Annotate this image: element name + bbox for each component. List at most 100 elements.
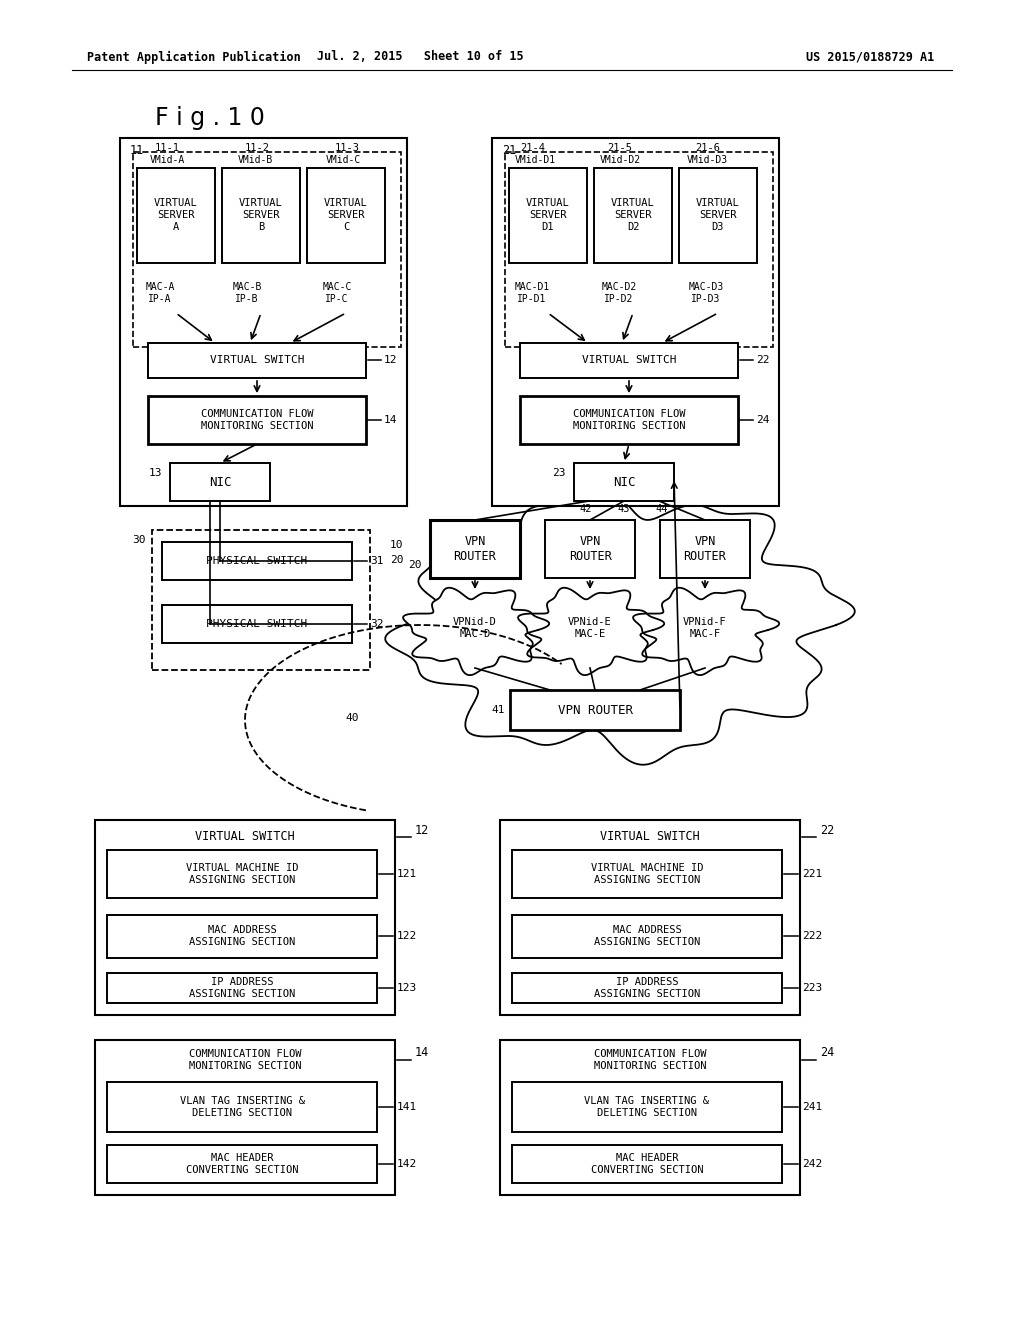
Bar xyxy=(106,850,377,898)
Text: VIRTUAL
SERVER
D2: VIRTUAL SERVER D2 xyxy=(611,198,655,231)
Text: 11-1: 11-1 xyxy=(155,143,180,153)
Text: 40: 40 xyxy=(345,713,358,723)
Bar xyxy=(574,463,674,502)
Text: MAC-D1
IP-D1: MAC-D1 IP-D1 xyxy=(514,282,550,304)
Text: 24: 24 xyxy=(820,1045,835,1059)
Text: VIRTUAL SWITCH: VIRTUAL SWITCH xyxy=(196,830,295,843)
Text: VPNid-D
MAC-D: VPNid-D MAC-D xyxy=(454,618,497,639)
Text: VPN
ROUTER: VPN ROUTER xyxy=(568,535,611,564)
Text: VLAN TAG INSERTING &
DELETING SECTION: VLAN TAG INSERTING & DELETING SECTION xyxy=(179,1096,304,1118)
Text: 11-2: 11-2 xyxy=(245,143,270,153)
Text: 30: 30 xyxy=(132,535,146,545)
Polygon shape xyxy=(633,587,779,675)
Text: VIRTUAL
SERVER
B: VIRTUAL SERVER B xyxy=(240,198,283,231)
Text: VIRTUAL SWITCH: VIRTUAL SWITCH xyxy=(582,355,676,366)
Bar xyxy=(148,396,366,444)
Text: MAC HEADER
CONVERTING SECTION: MAC HEADER CONVERTING SECTION xyxy=(591,1154,703,1175)
Bar xyxy=(679,168,757,263)
Text: 21: 21 xyxy=(502,144,516,157)
Text: 43: 43 xyxy=(617,504,630,513)
Bar xyxy=(106,973,377,1003)
Bar xyxy=(133,152,401,347)
Bar xyxy=(512,915,782,958)
Text: PHYSICAL SWITCH: PHYSICAL SWITCH xyxy=(207,556,307,566)
Bar xyxy=(106,1082,377,1133)
Text: Jul. 2, 2015   Sheet 10 of 15: Jul. 2, 2015 Sheet 10 of 15 xyxy=(316,50,523,63)
Text: 24: 24 xyxy=(756,414,769,425)
Text: VIRTUAL
SERVER
D1: VIRTUAL SERVER D1 xyxy=(526,198,570,231)
Text: 21-6: 21-6 xyxy=(695,143,720,153)
Text: MAC-B
IP-B: MAC-B IP-B xyxy=(232,282,262,304)
Text: MAC HEADER
CONVERTING SECTION: MAC HEADER CONVERTING SECTION xyxy=(185,1154,298,1175)
Text: 123: 123 xyxy=(397,983,417,993)
Text: VMid-C: VMid-C xyxy=(326,154,361,165)
Bar xyxy=(512,1082,782,1133)
Text: 121: 121 xyxy=(397,869,417,879)
Text: 141: 141 xyxy=(397,1102,417,1111)
Text: 20: 20 xyxy=(408,560,422,570)
Bar xyxy=(500,1040,800,1195)
Text: 221: 221 xyxy=(802,869,822,879)
Text: VPNid-E
MAC-E: VPNid-E MAC-E xyxy=(568,618,612,639)
Bar xyxy=(152,531,370,671)
Polygon shape xyxy=(518,587,665,675)
Text: 12: 12 xyxy=(415,824,429,837)
Bar xyxy=(148,343,366,378)
Bar xyxy=(222,168,300,263)
Bar xyxy=(512,973,782,1003)
Text: 14: 14 xyxy=(415,1045,429,1059)
Text: VIRTUAL
SERVER
A: VIRTUAL SERVER A xyxy=(155,198,198,231)
Text: VPN
ROUTER: VPN ROUTER xyxy=(684,535,726,564)
Text: MAC-D3
IP-D3: MAC-D3 IP-D3 xyxy=(688,282,724,304)
Text: 223: 223 xyxy=(802,983,822,993)
Text: 241: 241 xyxy=(802,1102,822,1111)
Bar xyxy=(95,1040,395,1195)
Bar xyxy=(545,520,635,578)
Bar xyxy=(520,396,738,444)
Bar xyxy=(430,520,520,578)
Text: 13: 13 xyxy=(148,469,162,478)
Bar xyxy=(660,520,750,578)
Bar xyxy=(162,543,352,579)
Text: F i g . 1 0: F i g . 1 0 xyxy=(155,106,265,129)
Bar xyxy=(510,690,680,730)
Bar xyxy=(594,168,672,263)
Text: MAC ADDRESS
ASSIGNING SECTION: MAC ADDRESS ASSIGNING SECTION xyxy=(188,925,295,946)
Text: Patent Application Publication: Patent Application Publication xyxy=(87,50,301,63)
Bar xyxy=(106,1144,377,1183)
Text: VPN
ROUTER: VPN ROUTER xyxy=(454,535,497,564)
Text: MAC-A
IP-A: MAC-A IP-A xyxy=(145,282,175,304)
Text: 32: 32 xyxy=(370,619,384,630)
Bar xyxy=(492,139,779,506)
Text: VMid-D3: VMid-D3 xyxy=(687,154,728,165)
Text: US 2015/0188729 A1: US 2015/0188729 A1 xyxy=(806,50,934,63)
Bar xyxy=(170,463,270,502)
Text: VMid-D1: VMid-D1 xyxy=(515,154,556,165)
Text: NIC: NIC xyxy=(209,475,231,488)
Text: VIRTUAL MACHINE ID
ASSIGNING SECTION: VIRTUAL MACHINE ID ASSIGNING SECTION xyxy=(185,863,298,884)
Text: 21-5: 21-5 xyxy=(607,143,632,153)
Text: NIC: NIC xyxy=(612,475,635,488)
Text: 10: 10 xyxy=(390,540,403,550)
Text: 142: 142 xyxy=(397,1159,417,1170)
Text: 222: 222 xyxy=(802,931,822,941)
Bar xyxy=(307,168,385,263)
Text: PHYSICAL SWITCH: PHYSICAL SWITCH xyxy=(207,619,307,630)
Text: COMMUNICATION FLOW
MONITORING SECTION: COMMUNICATION FLOW MONITORING SECTION xyxy=(188,1049,301,1071)
Text: IP ADDRESS
ASSIGNING SECTION: IP ADDRESS ASSIGNING SECTION xyxy=(188,977,295,999)
Text: MAC-D2
IP-D2: MAC-D2 IP-D2 xyxy=(601,282,637,304)
Text: VIRTUAL SWITCH: VIRTUAL SWITCH xyxy=(210,355,304,366)
Text: 20: 20 xyxy=(390,554,403,565)
Text: VPNid-F
MAC-F: VPNid-F MAC-F xyxy=(683,618,727,639)
Text: VLAN TAG INSERTING &
DELETING SECTION: VLAN TAG INSERTING & DELETING SECTION xyxy=(585,1096,710,1118)
Text: 22: 22 xyxy=(820,824,835,837)
Text: 21-4: 21-4 xyxy=(520,143,545,153)
Text: 31: 31 xyxy=(370,556,384,566)
Bar xyxy=(512,1144,782,1183)
Bar xyxy=(505,152,773,347)
Bar xyxy=(512,850,782,898)
Text: 42: 42 xyxy=(580,504,592,513)
Text: 242: 242 xyxy=(802,1159,822,1170)
Text: COMMUNICATION FLOW
MONITORING SECTION: COMMUNICATION FLOW MONITORING SECTION xyxy=(201,409,313,430)
Text: 122: 122 xyxy=(397,931,417,941)
